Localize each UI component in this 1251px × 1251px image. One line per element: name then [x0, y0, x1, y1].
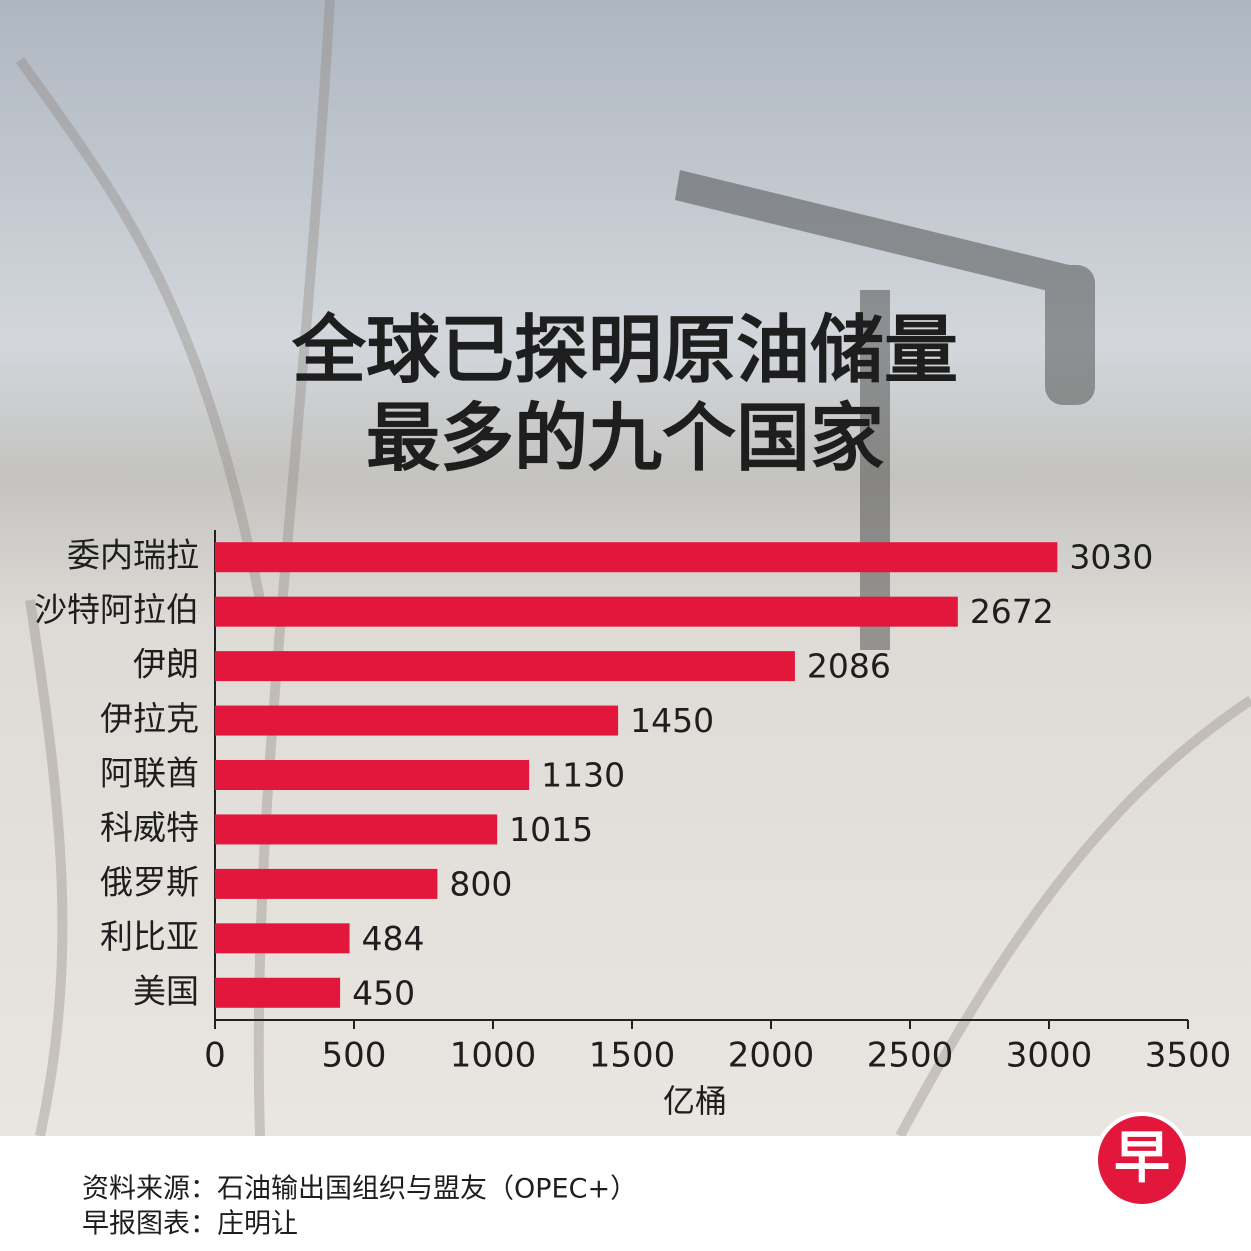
bar	[215, 760, 530, 790]
logo: 早	[1114, 1126, 1170, 1191]
x-axis-label: 亿桶	[663, 1082, 727, 1120]
bar	[215, 868, 438, 899]
x-tick-label: 2000	[728, 1036, 815, 1076]
credit: 早报图表：庄明让	[82, 1209, 298, 1240]
value-label: 3030	[1069, 538, 1153, 577]
value-label: 1130	[541, 756, 625, 795]
y-tick-label: 沙特阿拉伯	[34, 590, 199, 629]
y-tick-label: 美国	[133, 971, 199, 1010]
source: 资料来源：石油输出国组织与盟友（OPEC+）	[82, 1174, 637, 1205]
chart-title: 全球已探明原油储量	[291, 308, 958, 394]
value-label: 2672	[970, 592, 1054, 631]
x-tick-label: 500	[322, 1036, 387, 1076]
y-tick-label: 俄罗斯	[100, 862, 199, 901]
value-label: 2086	[807, 647, 891, 686]
chart-title: 最多的九个国家	[366, 396, 884, 482]
x-tick-label: 3500	[1145, 1036, 1232, 1076]
x-tick-label: 0	[204, 1036, 226, 1076]
x-tick-label: 3000	[1006, 1036, 1093, 1076]
value-label: 800	[449, 864, 512, 903]
x-tick-label: 1500	[589, 1036, 676, 1076]
y-tick-label: 阿联酋	[100, 754, 199, 793]
bar	[215, 814, 498, 845]
pump-jack	[675, 170, 1095, 650]
y-tick-label: 科威特	[100, 808, 199, 847]
y-tick-label: 伊朗	[133, 645, 199, 684]
bar	[215, 705, 619, 736]
value-label: 450	[352, 973, 415, 1012]
value-label: 484	[362, 919, 425, 958]
footer	[0, 1136, 1251, 1251]
x-tick-label: 1000	[450, 1036, 537, 1076]
y-tick-label: 利比亚	[100, 917, 199, 956]
y-tick-label: 伊拉克	[100, 699, 199, 738]
bar	[215, 596, 958, 627]
logo-circle	[1094, 1112, 1190, 1208]
bar	[215, 923, 350, 954]
bar	[215, 651, 795, 682]
y-tick-label: 委内瑞拉	[67, 536, 199, 575]
x-tick-label: 2500	[867, 1036, 954, 1076]
value-label: 1450	[630, 701, 714, 740]
bar	[215, 977, 341, 1008]
bar	[215, 542, 1058, 573]
value-label: 1015	[509, 810, 593, 849]
